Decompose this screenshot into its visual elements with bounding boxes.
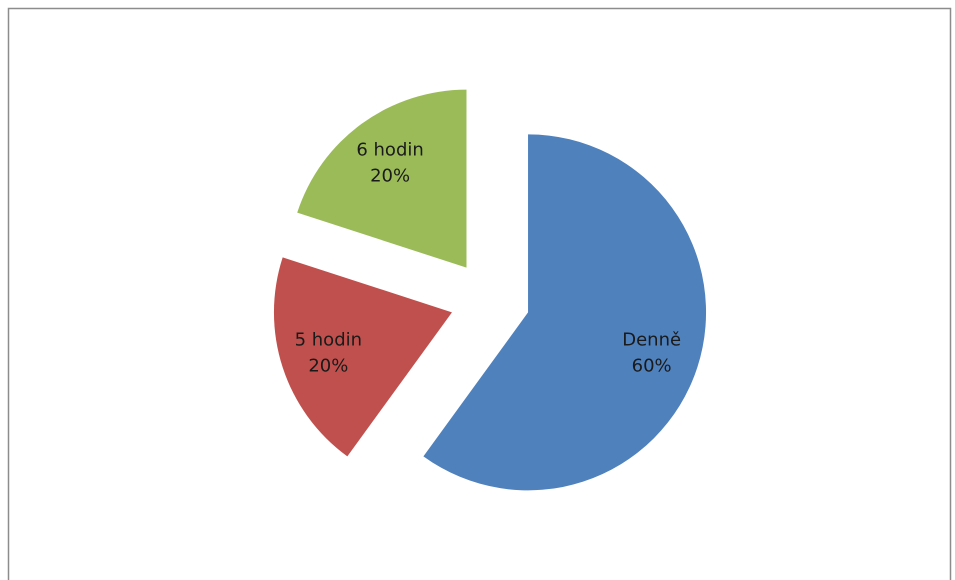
- slice-label: 6 hodin: [356, 139, 423, 160]
- chart-frame: [7, 7, 952, 580]
- slice-label: 5 hodin: [295, 330, 362, 351]
- slice-value-label: 60%: [632, 356, 672, 377]
- slice-value-label: 20%: [370, 165, 410, 186]
- slice-label: Denně: [622, 330, 681, 351]
- pie-slice: [297, 89, 467, 268]
- pie-slice: [423, 134, 707, 491]
- pie-slice: [273, 257, 452, 457]
- slice-value-label: 20%: [308, 356, 348, 377]
